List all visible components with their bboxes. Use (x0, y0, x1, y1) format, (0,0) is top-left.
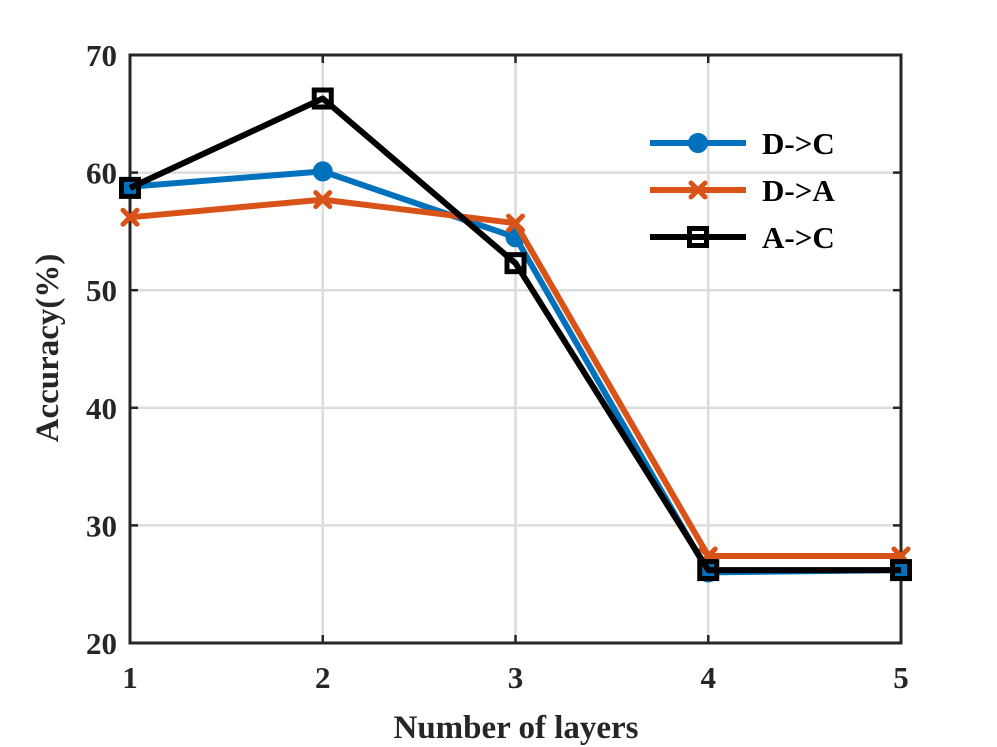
marker-stroke (506, 213, 525, 233)
legend-marker (688, 180, 708, 200)
data-point (119, 176, 141, 199)
y-tick-label: 70 (86, 38, 117, 73)
series-line (128, 95, 901, 574)
y-axis-label: Accuracy(%) (30, 254, 66, 443)
data-point (890, 559, 912, 582)
series-2 (119, 87, 912, 582)
data-point (313, 190, 333, 210)
axes (128, 53, 903, 645)
y-tick-label: 60 (86, 156, 117, 191)
data-point (312, 161, 333, 182)
y-tick-label: 50 (86, 273, 117, 308)
data-point (504, 252, 527, 275)
data-point (311, 87, 334, 110)
legend-entry: A->C (650, 220, 835, 255)
x-tick-label: 4 (701, 660, 717, 695)
y-tick-label: 30 (86, 508, 117, 543)
data-point (697, 559, 720, 582)
legend-entry: D->A (650, 173, 835, 208)
y-tick-label: 20 (86, 626, 117, 661)
data-point (506, 213, 525, 233)
x-tick-label: 1 (122, 660, 138, 695)
data-point (120, 207, 140, 227)
x-tick-label: 5 (893, 660, 909, 695)
series-lines (119, 87, 912, 583)
legend-label: D->C (762, 126, 835, 161)
y-tick-label: 40 (86, 391, 117, 426)
legend-marker (688, 133, 708, 153)
grid (128, 53, 903, 645)
legend-entry: D->C (650, 126, 835, 161)
x-tick-label: 2 (315, 660, 331, 695)
tick-labels: 1 2 3 4 5 20 30 40 50 60 70 (86, 38, 909, 695)
legend-label: D->A (762, 173, 835, 208)
legend: D->C D->A A->C (650, 126, 835, 255)
x-axis-label: Number of layers (393, 710, 638, 746)
marker-stroke (688, 180, 708, 200)
marker-stroke (313, 190, 333, 210)
x-tick-label: 3 (508, 660, 524, 695)
legend-label: A->C (762, 220, 835, 255)
marker-stroke (120, 207, 140, 227)
legend-marker (687, 226, 709, 248)
